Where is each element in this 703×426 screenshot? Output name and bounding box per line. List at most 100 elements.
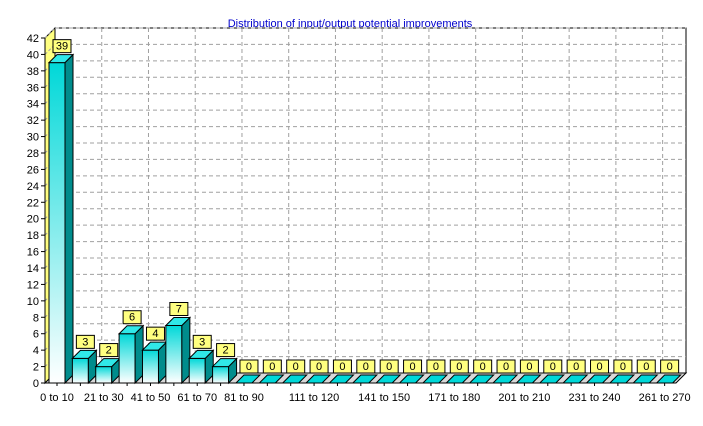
data-label: 6: [129, 312, 135, 324]
data-label: 2: [106, 345, 112, 357]
y-tick-label: 6: [33, 329, 39, 341]
x-tick-label: 141 to 150: [358, 392, 410, 404]
data-label: 39: [56, 41, 68, 53]
y-tick-label: 32: [27, 115, 39, 127]
bar-side: [134, 324, 144, 385]
bar-front: [118, 333, 136, 384]
data-label-box: [566, 359, 586, 374]
data-label: 0: [339, 361, 345, 373]
bar-zero: [632, 374, 659, 384]
data-label: 0: [643, 361, 649, 373]
data-label: 0: [433, 361, 439, 373]
x-tick-label: 41 to 50: [131, 392, 171, 404]
data-label-box: [122, 310, 142, 325]
data-label: 4: [152, 328, 158, 340]
bar-zero: [328, 374, 355, 384]
bar-top: [164, 317, 192, 326]
data-label-box: [473, 359, 493, 374]
y-tick-label: 10: [27, 296, 39, 308]
y-tick-label: 0: [33, 378, 39, 390]
data-label-box: [636, 359, 656, 374]
bar-side: [64, 53, 74, 385]
bar-zero: [281, 374, 308, 384]
y-tick-label: 22: [27, 197, 39, 209]
data-label-box: [286, 359, 306, 374]
data-label: 0: [573, 361, 579, 373]
bar-zero: [515, 374, 542, 384]
bar-zero: [491, 374, 519, 384]
data-label-box: [590, 359, 610, 374]
y-tick-label: 18: [27, 230, 39, 242]
bar-zero: [374, 374, 402, 384]
data-label: 0: [526, 361, 532, 373]
data-label: 3: [199, 336, 205, 348]
y-tick-label: 30: [27, 132, 39, 144]
data-label: 2: [223, 345, 229, 357]
data-label-box: [543, 359, 563, 374]
data-label-box: [496, 359, 516, 374]
y-tick-label: 4: [33, 345, 39, 357]
data-label-box: [613, 359, 633, 374]
bar-front: [48, 62, 66, 384]
data-label: 0: [386, 361, 392, 373]
bar-side: [181, 316, 191, 385]
data-label-box: [356, 359, 376, 374]
data-label: 0: [293, 361, 299, 373]
data-label-box: [332, 359, 352, 374]
bar-top: [117, 325, 145, 335]
bar-zero: [608, 374, 636, 384]
bar-zero: [234, 374, 262, 384]
bar-zero: [445, 374, 472, 384]
bar-zero: [304, 374, 332, 384]
bar-front: [141, 349, 159, 384]
plot-back-wall: [54, 27, 687, 374]
data-label-box: [426, 359, 446, 374]
data-label: 0: [480, 361, 486, 373]
chart-title: Distribution of input/output potential i…: [228, 18, 473, 30]
y-tick-label: 24: [27, 181, 39, 193]
bar-zero: [468, 374, 495, 384]
data-label-box: [52, 39, 72, 54]
bar-zero: [351, 374, 379, 384]
y-gridline-side: [44, 27, 56, 39]
y-tick-label: 42: [27, 33, 39, 45]
y-tick-label: 14: [27, 263, 39, 275]
x-tick-label: 201 to 210: [498, 392, 550, 404]
data-label-box: [379, 359, 399, 374]
data-label-box: [403, 359, 423, 374]
x-tick-label: 61 to 70: [177, 392, 217, 404]
x-tick-label: 231 to 240: [569, 392, 621, 404]
bar-front: [188, 357, 206, 384]
y-tick-label: 20: [27, 214, 39, 226]
bar-front: [71, 357, 89, 384]
x-tick-label: 261 to 270: [639, 392, 691, 404]
data-label-box: [145, 326, 165, 341]
y-tick-label: 12: [27, 279, 39, 291]
y-tick-label: 38: [27, 66, 39, 78]
y-tick-label: 26: [27, 164, 39, 176]
y-tick-label: 28: [27, 148, 39, 160]
data-label: 0: [409, 361, 415, 373]
x-tick-label: 81 to 90: [224, 392, 264, 404]
x-tick-label: 111 to 120: [289, 392, 339, 404]
data-label: 0: [620, 361, 626, 373]
bar-top: [188, 349, 215, 359]
y-tick-label: 16: [27, 247, 39, 259]
data-label: 0: [269, 361, 275, 373]
data-label-box: [309, 359, 329, 374]
bar-front: [212, 366, 230, 384]
data-label: 0: [550, 361, 556, 373]
bar-zero: [655, 374, 682, 384]
data-label-box: [519, 359, 539, 374]
data-label: 3: [82, 336, 88, 348]
data-label-box: [239, 359, 259, 374]
y-tick-label: 40: [27, 49, 39, 61]
bar-zero: [398, 374, 425, 384]
data-label: 0: [246, 361, 252, 373]
data-label: 0: [456, 361, 462, 373]
y-tick-label: 2: [33, 362, 39, 374]
bar-zero: [258, 374, 285, 384]
data-label-box: [169, 302, 189, 316]
bar-front: [95, 366, 113, 384]
